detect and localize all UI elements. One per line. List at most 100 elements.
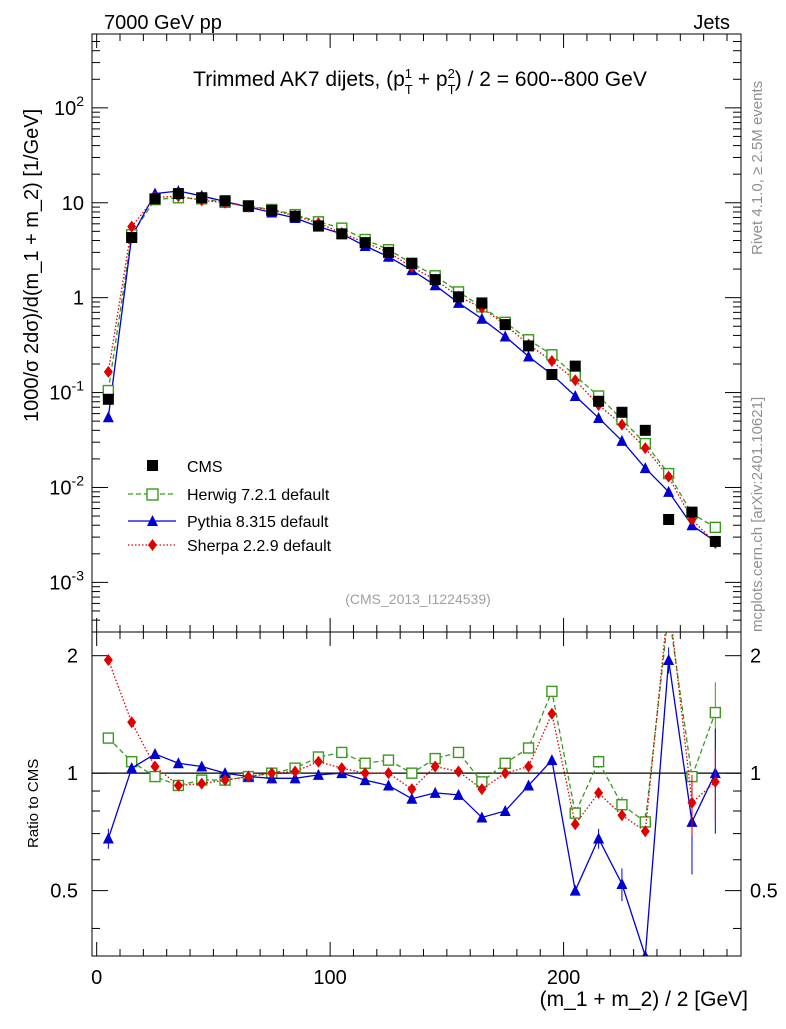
ratio-point-herwig (569, 807, 581, 819)
legend-entry-sherpa: Sherpa 2.2.9 default (128, 538, 332, 555)
point-cms (429, 274, 441, 286)
ratio-point-pythia (172, 757, 184, 769)
point-pythia (616, 434, 628, 446)
mcplots-label: mcplots.cern.ch [arXiv:2401.10621] (749, 397, 766, 632)
point-cms (242, 200, 254, 212)
point-cms (196, 192, 208, 204)
ratio-point-herwig (382, 754, 395, 766)
ratio-point-pythia (453, 788, 465, 800)
legend-marker-pythia (147, 515, 158, 526)
ratio-point-pythia (499, 804, 511, 816)
y-tick-label: 10-3 (49, 567, 84, 594)
collision-label: 7000 GeV pp (104, 12, 222, 34)
y-axis-label: 1000/σ 2dσ)/d(m_1 + m_2) [1/GeV] (21, 109, 43, 422)
ratio-point-sherpa (477, 783, 487, 796)
ratio-point-sherpa (103, 653, 113, 666)
ratio-point-sherpa (290, 765, 300, 778)
ratio-tick-label-right: 2 (750, 646, 761, 668)
point-cms (546, 369, 558, 381)
ratio-point-pythia (663, 653, 675, 665)
ratio-point-herwig (149, 770, 161, 783)
ratio-tick-label-right: 1 (750, 763, 761, 785)
point-cms (312, 220, 324, 232)
ratio-point-herwig (546, 685, 558, 698)
ratio-point-sherpa (710, 775, 720, 788)
ratio-point-pythia (312, 768, 324, 780)
ratio-point-herwig (336, 746, 348, 759)
ratio-tick-label: 2 (67, 646, 78, 668)
point-cms (406, 257, 418, 269)
title-sup-1: 1 (405, 66, 412, 81)
point-pythia (523, 350, 535, 362)
ratio-point-sherpa (243, 770, 253, 783)
ratio-axis-label: Ratio to CMS (25, 759, 42, 848)
ratio-point-sherpa (150, 760, 160, 773)
ratio-point-sherpa (430, 760, 440, 773)
y-tick-label: 10-2 (49, 472, 84, 499)
ratio-point-pythia (359, 774, 371, 786)
ratio-tick-label-right: 0.5 (750, 881, 778, 903)
point-cms (499, 319, 511, 331)
ratio-point-sherpa (687, 796, 697, 809)
ratio-point-sherpa (127, 716, 137, 729)
ratio-point-herwig (616, 799, 628, 811)
ratio-point-sherpa (383, 767, 393, 780)
ratio-point-herwig (102, 732, 115, 744)
ratio-point-pythia (126, 762, 138, 774)
point-cms (382, 246, 394, 258)
ratio-plot-data (102, 632, 722, 956)
y-tick-label: 102 (54, 93, 84, 120)
ratio-point-herwig (709, 706, 722, 719)
ratio-point-pythia (429, 786, 441, 798)
legend-entry-herwig: Herwig 7.2.1 default (128, 487, 330, 504)
ratio-point-sherpa (267, 767, 277, 780)
point-pythia (663, 485, 675, 497)
y-tick-label: 1 (73, 288, 84, 310)
ratio-tick-label: 0.5 (50, 881, 78, 903)
main-plot-data (102, 185, 722, 549)
ratio-point-pythia (523, 779, 535, 791)
ratio-point-sherpa (313, 755, 323, 768)
ratio-point-pythia (593, 832, 605, 844)
point-cms (359, 237, 371, 249)
x-tick-label: 200 (547, 967, 580, 989)
ratio-point-sherpa (500, 767, 510, 780)
point-pythia (476, 312, 488, 324)
point-pythia (593, 411, 605, 423)
series-line-sherpa (107, 195, 716, 544)
title-suffix: ) / 2 = 600--800 GeV (455, 68, 647, 91)
point-sherpa (547, 355, 557, 368)
point-herwig (709, 521, 722, 534)
point-cms (639, 424, 651, 436)
point-cms (149, 193, 161, 205)
ratio-point-sherpa (617, 809, 627, 822)
analysis-id: (CMS_2013_I1224539) (345, 591, 491, 607)
title-prefix: Trimmed AK7 dijets, (p (193, 68, 405, 91)
ratio-point-pythia (219, 767, 231, 779)
point-cms (289, 210, 301, 222)
ratio-point-herwig (499, 757, 511, 769)
ratio-point-herwig (452, 746, 465, 759)
ratio-point-sherpa (407, 783, 417, 796)
x-tick-label: 100 (313, 967, 346, 989)
title-sub-1: T (405, 82, 413, 97)
ratio-point-pythia (616, 877, 628, 889)
process-label: Jets (693, 12, 730, 34)
title-plus: + p (412, 68, 448, 91)
ratio-point-pythia (382, 779, 394, 791)
ratio-point-sherpa (360, 767, 370, 780)
point-cms (336, 228, 348, 240)
ratio-point-pythia (102, 832, 114, 844)
ratio-point-pythia (546, 754, 558, 766)
point-sherpa (664, 470, 674, 483)
point-sherpa (640, 442, 650, 455)
legend-entry-pythia: Pythia 8.315 default (128, 514, 329, 531)
ratio-point-pythia (569, 884, 581, 896)
y-tick-label: 10 (62, 193, 84, 215)
point-sherpa (570, 374, 580, 387)
ratio-point-sherpa (594, 786, 604, 799)
ratio-point-sherpa (337, 762, 347, 775)
ratio-point-pythia (289, 772, 301, 784)
ratio-point-pythia (406, 792, 418, 804)
